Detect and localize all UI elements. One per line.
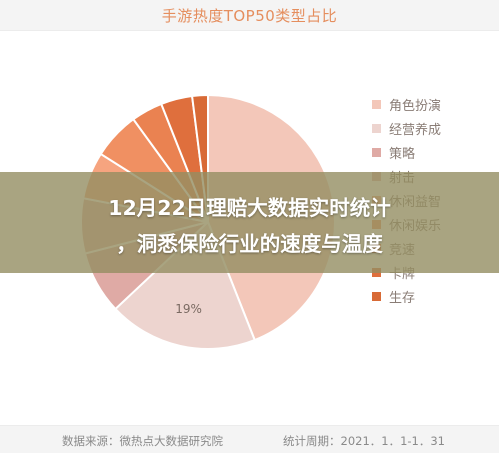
chart-footer: 数据来源：微热点大数据研究院 统计周期：2021．1．1-1．31	[0, 425, 499, 453]
chart-title: 手游热度TOP50类型占比	[161, 7, 338, 25]
legend-item: 策略	[372, 140, 492, 164]
pie-slice-label: 19%	[175, 302, 202, 316]
chart-header: 手游热度TOP50类型占比	[0, 0, 499, 31]
legend-label: 策略	[389, 146, 416, 162]
legend-item: 经营养成	[372, 116, 492, 140]
legend-item: 生存	[372, 284, 492, 308]
data-source: 数据来源：微热点大数据研究院	[62, 434, 223, 448]
stat-period: 统计周期：2021．1．1-1．31	[283, 434, 445, 448]
headline-line-1: 12月22日理赔大数据实时统计	[108, 196, 391, 220]
legend-swatch	[372, 123, 381, 133]
headline-banner: 12月22日理赔大数据实时统计 ，洞悉保险行业的速度与温度	[0, 172, 499, 273]
legend-swatch	[372, 147, 381, 157]
legend-label: 经营养成	[389, 122, 442, 138]
legend-label: 生存	[389, 290, 416, 306]
legend-swatch	[372, 291, 381, 301]
legend-item: 角色扮演	[372, 92, 492, 116]
legend-label: 角色扮演	[389, 98, 442, 114]
headline-line-2: ，洞悉保险行业的速度与温度	[116, 232, 383, 256]
legend-swatch	[372, 99, 381, 109]
